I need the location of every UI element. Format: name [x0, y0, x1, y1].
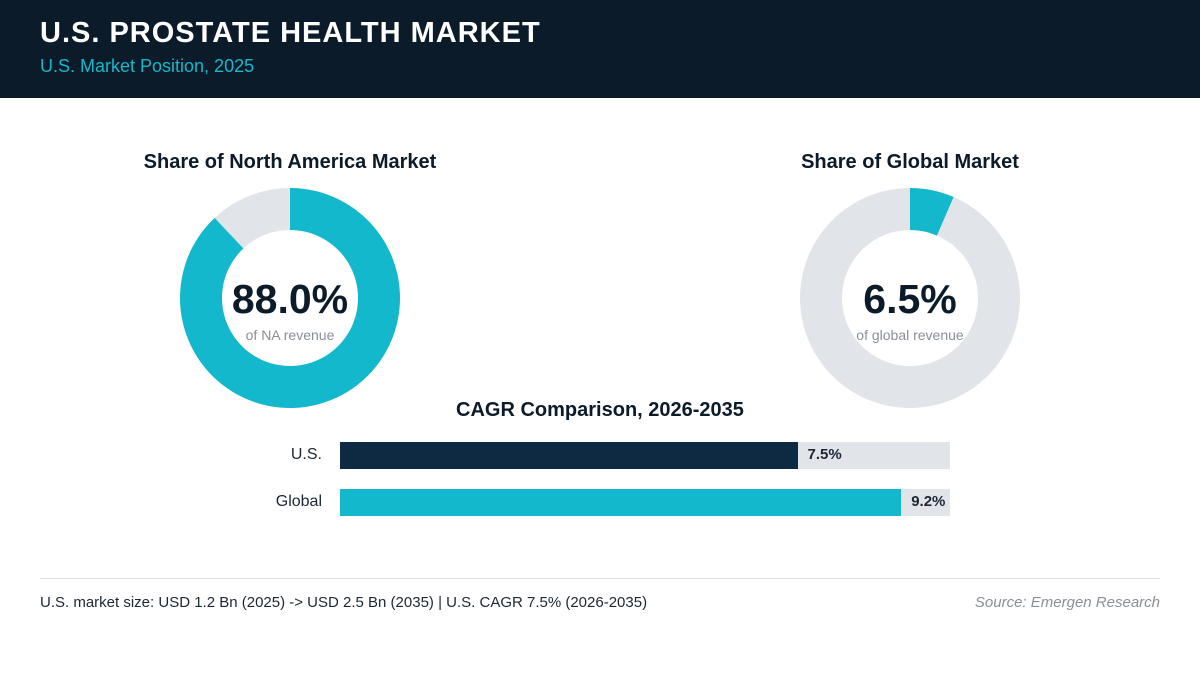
global-share-center: 6.5% of global revenue [810, 277, 1010, 343]
footer-note: U.S. market size: USD 1.2 Bn (2025) -> U… [40, 594, 648, 611]
cagr-bar-row-global: Global 9.2% [0, 489, 1200, 516]
footer-source: Source: Emergen Research [974, 594, 1160, 611]
global-share-title: Share of Global Market [801, 151, 1019, 173]
na-share-donut [180, 188, 400, 408]
cagr-bar-label-global: Global [275, 493, 322, 510]
page-title: U.S. PROSTATE HEALTH MARKET [40, 17, 541, 49]
cagr-bar-row-us: U.S. 7.5% [0, 442, 1200, 469]
cagr-chart-title: CAGR Comparison, 2026-2035 [456, 399, 744, 421]
na-share-value: 88.0% [231, 276, 349, 322]
na-share-slice-0 [180, 188, 400, 408]
cagr-bar-value-us: 7.5% [807, 446, 842, 463]
cagr-bar-global [340, 489, 902, 516]
global-share-donut [800, 188, 1020, 408]
cagr-bar-label-us: U.S. [290, 446, 322, 463]
cagr-bar-value-global: 9.2% [911, 493, 946, 510]
na-share-caption: of NA revenue [245, 327, 335, 343]
global-share-slice-0 [910, 188, 954, 236]
cagr-bar-us [340, 442, 798, 469]
na-share-title: Share of North America Market [143, 151, 437, 173]
na-share-slice-1 [214, 188, 290, 249]
na-share-center: 88.0% of NA revenue [190, 277, 390, 343]
global-share-slice-1 [800, 188, 1020, 408]
footer-divider [40, 578, 1160, 579]
global-share-caption: of global revenue [856, 327, 964, 343]
header-banner: U.S. PROSTATE HEALTH MARKET U.S. Market … [0, 0, 1200, 98]
cagr-bar-track-us: 7.5% [340, 442, 950, 469]
page-subtitle: U.S. Market Position, 2025 [40, 56, 255, 76]
cagr-bar-track-global: 9.2% [340, 489, 950, 516]
global-share-value: 6.5% [863, 276, 957, 322]
